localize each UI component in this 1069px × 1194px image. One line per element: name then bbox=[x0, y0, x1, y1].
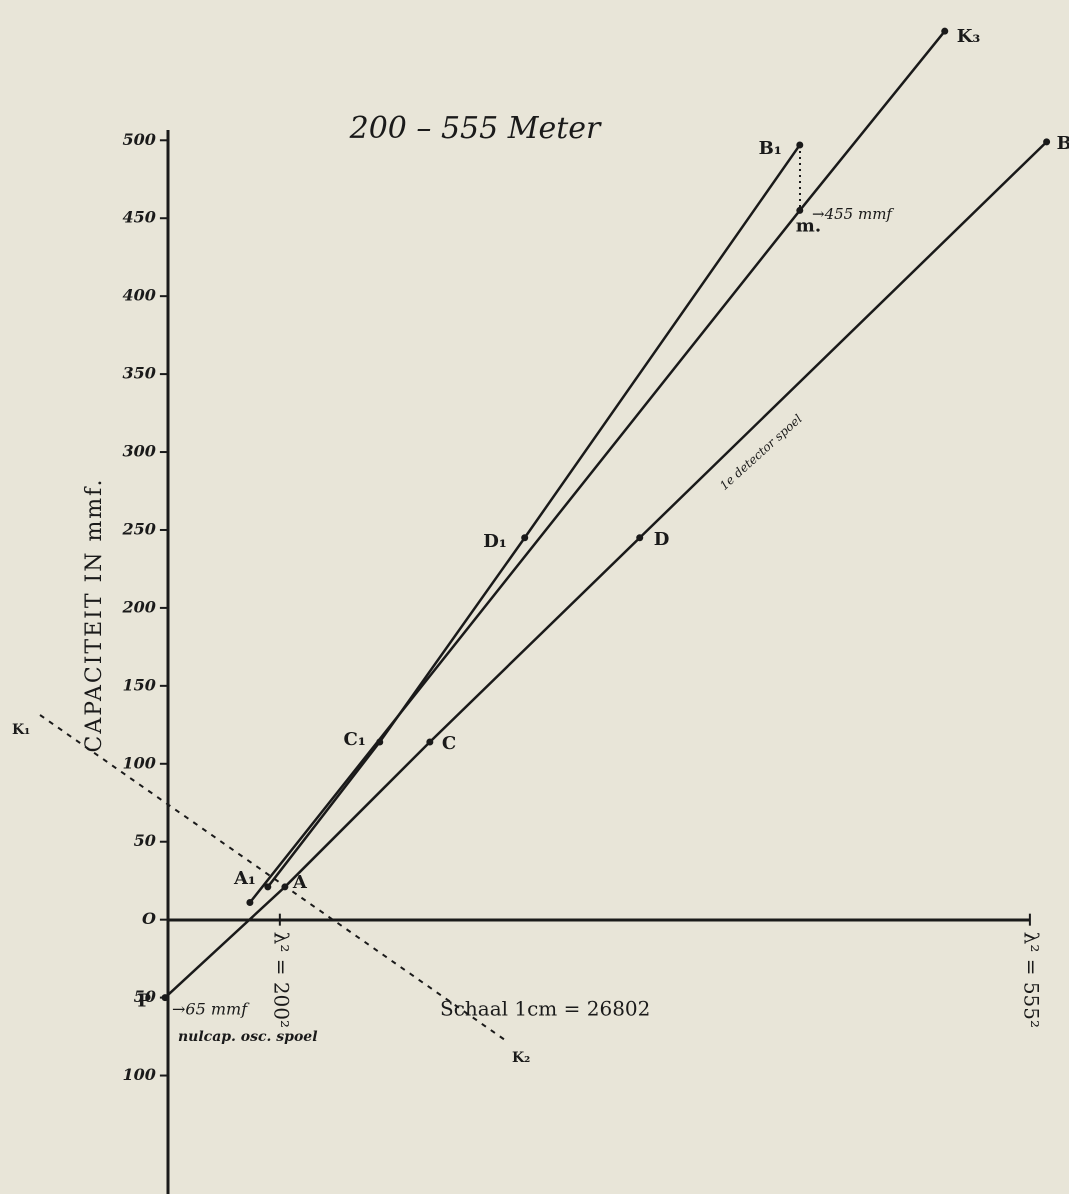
y-tick-label: 150 bbox=[122, 675, 155, 694]
annotation: nulcap. osc. spoel bbox=[178, 1029, 318, 1045]
y-tick-label: 500 bbox=[122, 130, 155, 149]
point-label: C bbox=[442, 733, 456, 754]
point-label: A₁ bbox=[233, 868, 256, 889]
y-tick-label: 400 bbox=[122, 286, 155, 305]
y-tick-label: 50 bbox=[134, 831, 156, 850]
data-point bbox=[1043, 138, 1050, 145]
y-tick-label: 300 bbox=[122, 442, 155, 461]
data-point bbox=[426, 738, 433, 745]
y-tick-label: 450 bbox=[122, 208, 155, 227]
data-point bbox=[796, 141, 803, 148]
point-label: C₁ bbox=[344, 729, 366, 750]
point-label: A bbox=[292, 872, 308, 893]
point-label: D₁ bbox=[483, 531, 507, 552]
annotation: K₁ bbox=[12, 722, 30, 738]
y-tick-label: O bbox=[142, 909, 156, 928]
annotation: Schaal 1cm = 26802 bbox=[440, 997, 650, 1021]
data-point bbox=[796, 207, 803, 214]
data-point bbox=[521, 534, 528, 541]
x-tick-label: λ² = 555² bbox=[1019, 932, 1043, 1028]
y-axis-label: CAPACITEIT IN mmf. bbox=[82, 477, 107, 752]
data-point bbox=[162, 994, 169, 1001]
data-point bbox=[281, 883, 288, 890]
point-label: P bbox=[138, 991, 152, 1012]
y-tick-label: 200 bbox=[121, 597, 155, 616]
annotation: →455 mmf bbox=[812, 205, 894, 223]
point-label: K₃ bbox=[957, 26, 981, 47]
data-point bbox=[636, 534, 643, 541]
chart-title: 200 – 555 Meter bbox=[349, 111, 602, 146]
page: 200 – 555 Meter CAPACITEIT IN mmf. 100 50… bbox=[0, 0, 1069, 1194]
point-label: B bbox=[1057, 133, 1069, 154]
y-tick-label: 350 bbox=[122, 364, 155, 383]
x-tick-label: λ² = 200² bbox=[269, 932, 293, 1028]
y-tick-label: 250 bbox=[121, 519, 155, 538]
data-point bbox=[246, 899, 253, 906]
annotation: →65 mmf bbox=[172, 1000, 250, 1019]
data-point bbox=[941, 28, 948, 35]
chart: 200 – 555 Meter CAPACITEIT IN mmf. 100 50… bbox=[0, 0, 1069, 1194]
annotation: K₂ bbox=[512, 1050, 530, 1066]
y-tick-label: 100 bbox=[122, 753, 155, 772]
point-label: D bbox=[654, 529, 670, 550]
y-tick-label: 100 bbox=[122, 1065, 155, 1084]
point-label: B₁ bbox=[759, 138, 782, 159]
